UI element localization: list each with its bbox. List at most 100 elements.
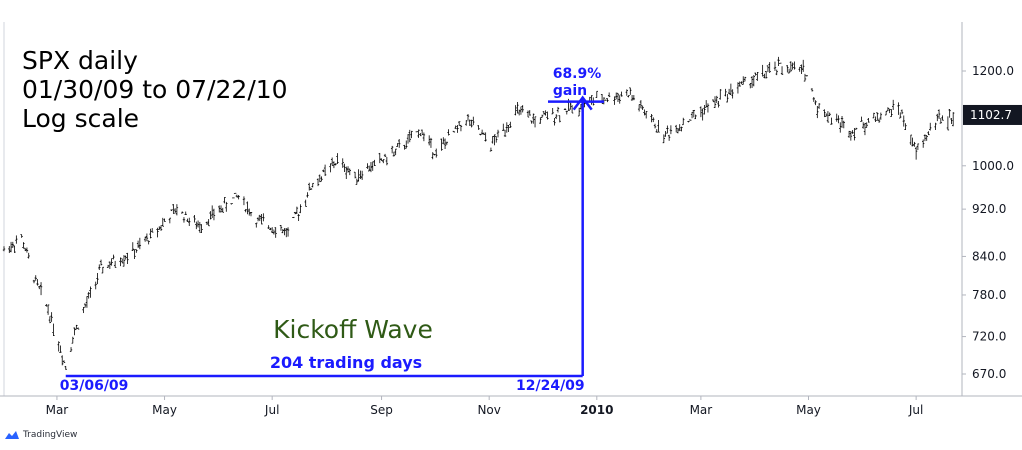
chart-subtitle-scale: Log scale: [22, 104, 140, 133]
ohlc-bar: [749, 82, 752, 89]
ohlc-bar: [533, 116, 537, 128]
ohlc-bar: [210, 205, 214, 219]
y-tick-label: 1200.0: [972, 64, 1014, 78]
ohlc-bar: [447, 129, 450, 136]
ohlc-bar: [911, 137, 914, 147]
ohlc-bar: [112, 254, 115, 260]
ohlc-bar: [787, 68, 791, 74]
ohlc-bar: [353, 171, 357, 179]
ohlc-bar: [470, 119, 473, 128]
ohlc-bar: [719, 89, 722, 100]
ohlc-bar: [83, 303, 87, 308]
ohlc-bar: [929, 122, 932, 131]
y-tick-label: 1000.0: [972, 159, 1014, 173]
ohlc-bar: [768, 62, 771, 73]
ohlc-bar: [32, 279, 36, 284]
ohlc-bar: [11, 241, 15, 248]
ohlc-bar: [20, 234, 23, 238]
ohlc-bar: [283, 228, 286, 236]
ohlc-bar: [682, 117, 685, 126]
ohlc-bar: [477, 125, 480, 130]
ohlc-bar: [360, 170, 364, 180]
ohlc-bar: [443, 138, 447, 150]
ohlc-bar: [87, 291, 90, 299]
ohlc-bar: [332, 161, 336, 169]
ohlc-bar: [886, 107, 890, 111]
ohlc-bar: [209, 211, 212, 220]
ohlc-bar: [119, 257, 122, 267]
ohlc-bar: [456, 125, 459, 133]
ohlc-bar: [754, 72, 757, 76]
ohlc-bar: [738, 81, 741, 87]
ohlc-bar: [295, 206, 299, 215]
ohlc-bar: [526, 110, 530, 118]
ohlc-bar: [802, 59, 805, 72]
ohlc-bar: [553, 118, 556, 126]
ohlc-bar: [690, 111, 694, 119]
ohlc-bar: [780, 66, 784, 76]
x-tick-label: Jul: [264, 403, 279, 417]
ohlc-bar: [810, 88, 814, 92]
ohlc-bar: [863, 122, 867, 136]
ohlc-bar: [496, 129, 500, 138]
ohlc-bar: [914, 146, 918, 160]
annotations: 68.9%gain 03/06/09 12/24/09 204 trading day…: [60, 66, 604, 394]
ohlc-bar: [255, 222, 258, 228]
ohlc-bar: [180, 211, 184, 214]
ohlc-bar: [336, 153, 339, 165]
ohlc-bar: [15, 235, 18, 244]
ohlc-bar: [397, 139, 401, 148]
ohlc-bar: [431, 152, 434, 160]
ohlc-bar: [442, 137, 445, 145]
ohlc-bar: [620, 91, 623, 97]
ohlc-bar: [495, 135, 498, 143]
ohlc-bar: [516, 101, 519, 114]
ohlc-bar: [96, 272, 99, 285]
ohlc-bar: [25, 247, 29, 253]
ohlc-bar: [260, 213, 263, 225]
ohlc-bar: [655, 129, 658, 133]
ohlc-bar: [842, 120, 845, 129]
ohlc-bar: [366, 163, 369, 169]
ohlc-bar: [242, 196, 246, 206]
ohlc-bar: [530, 120, 533, 124]
ohlc-bar: [170, 209, 173, 212]
ohlc-bar: [877, 118, 881, 123]
ohlc-bar: [329, 163, 332, 173]
ohlc-bar: [212, 208, 216, 221]
ohlc-bar: [408, 129, 411, 143]
ohlc-bar: [38, 286, 41, 290]
ohlc-bar: [348, 168, 351, 176]
ohlc-bar: [921, 139, 925, 148]
ohlc-bar: [71, 336, 75, 344]
ohlc-bar: [854, 127, 858, 130]
ohlc-bar: [45, 303, 48, 307]
tradingview-label: TradingView: [23, 430, 78, 440]
ohlc-bar: [405, 140, 408, 149]
ohlc-bar: [862, 122, 865, 129]
ohlc-bar: [662, 134, 666, 144]
ohlc-bar: [274, 227, 277, 238]
ohlc-bar: [556, 106, 560, 113]
ohlc-bar: [306, 192, 309, 198]
ohlc-bar: [196, 220, 200, 228]
ohlc-bar: [85, 296, 89, 308]
ohlc-bar: [828, 112, 831, 116]
x-tick-label: May: [796, 403, 821, 417]
ohlc-bar: [849, 131, 853, 141]
ohlc-bar: [269, 227, 272, 231]
ohlc-bar: [793, 61, 796, 70]
ohlc-bar: [258, 214, 262, 222]
ohlc-bar: [158, 226, 161, 231]
ohlc-bar: [316, 178, 320, 187]
ohlc-bar: [816, 105, 819, 119]
ohlc-bar: [657, 120, 660, 133]
ohlc-bar: [509, 121, 512, 128]
tradingview-branding[interactable]: TradingView: [4, 430, 77, 440]
ohlc-bar: [800, 64, 803, 75]
ohlc-bar: [637, 104, 641, 112]
end-date-label: 12/24/09: [516, 378, 585, 394]
ohlc-bar: [786, 65, 789, 73]
ohlc-bar: [50, 312, 53, 322]
ohlc-bar: [699, 106, 703, 118]
